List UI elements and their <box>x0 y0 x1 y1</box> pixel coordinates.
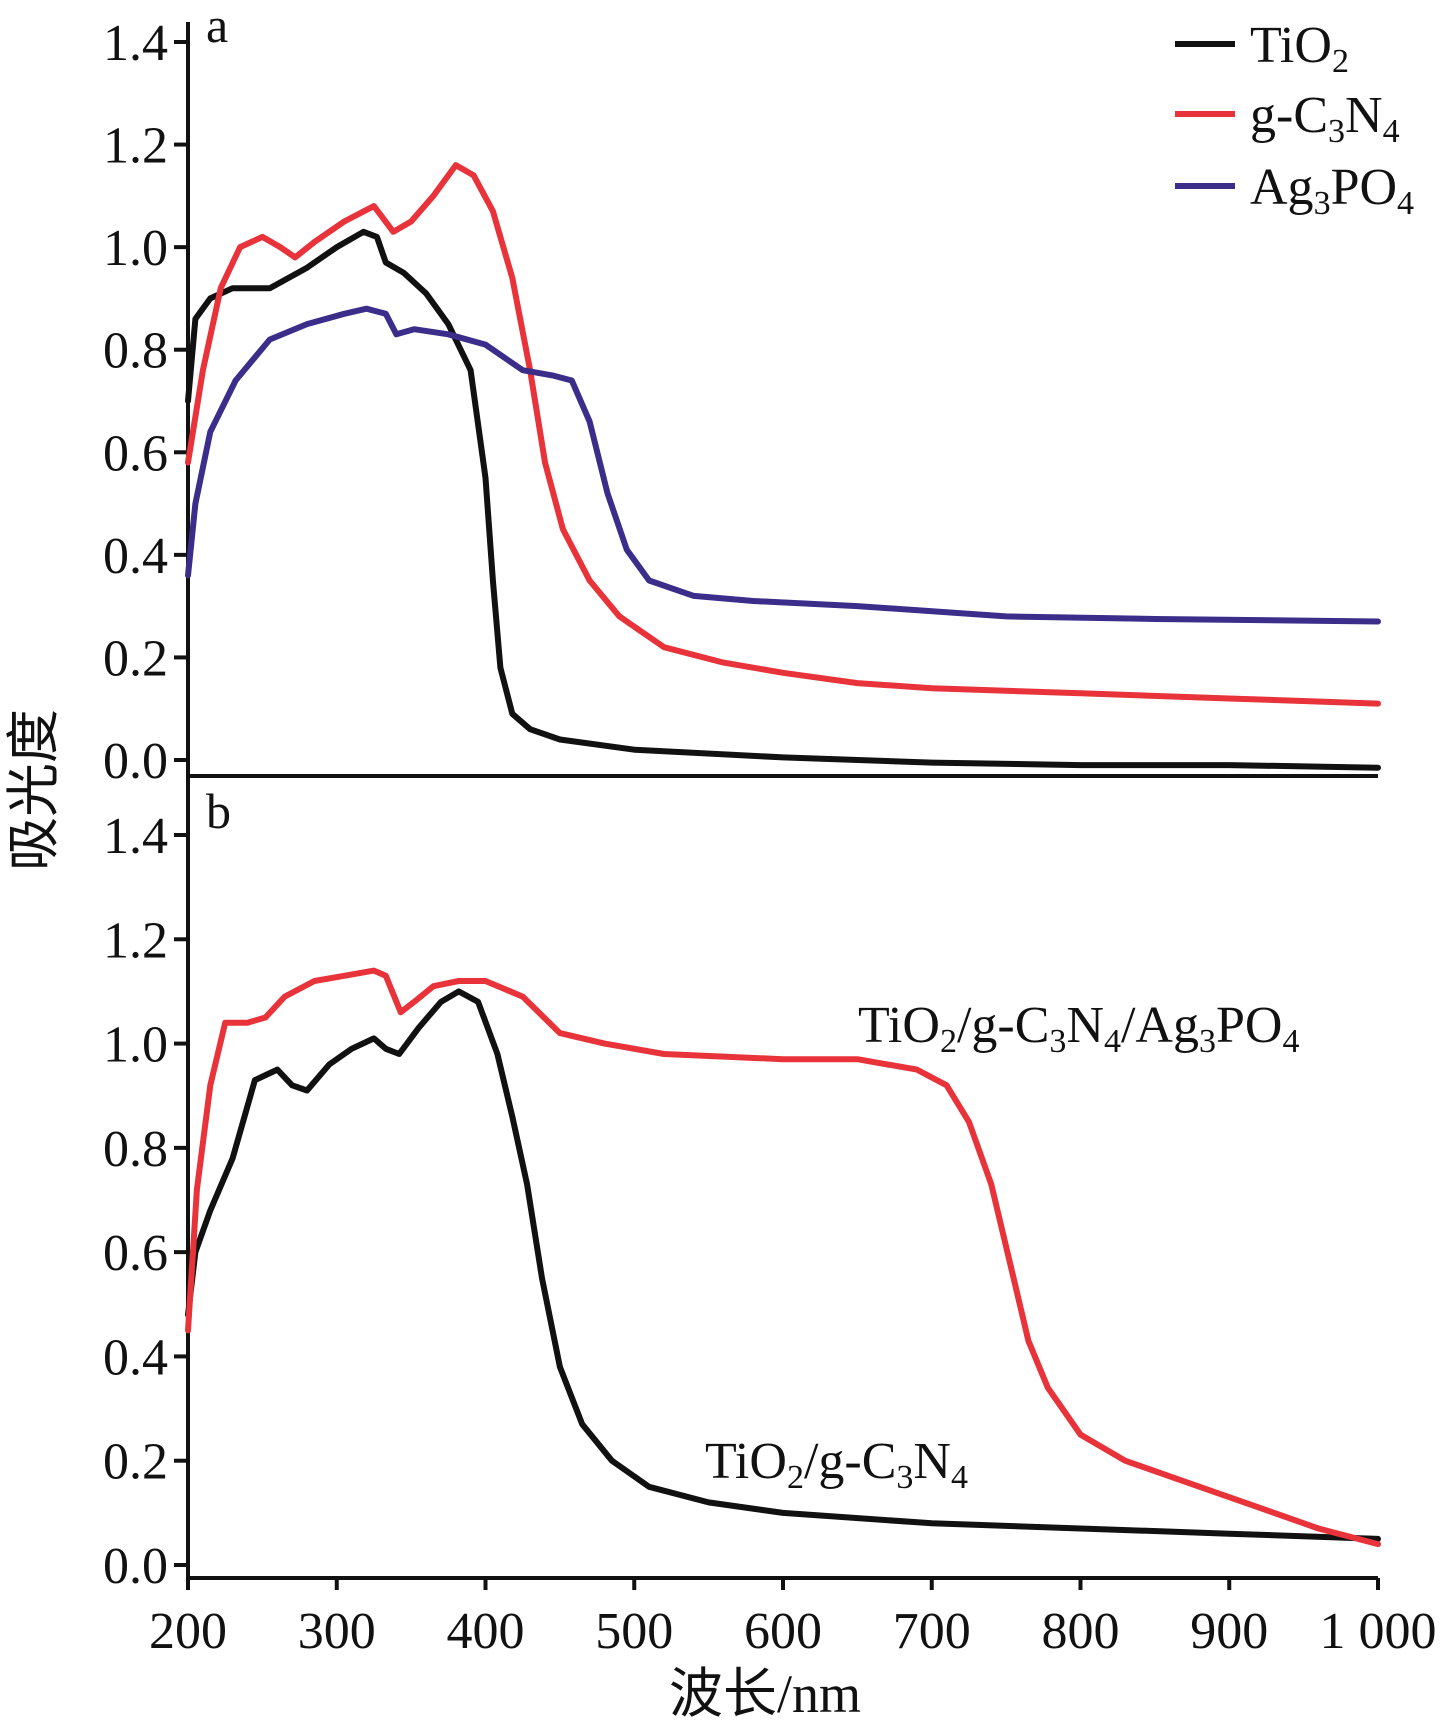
y-tick-label-b: 1.0 <box>103 1017 168 1074</box>
annotation-binary: TiO2/g-C3N4 <box>705 1433 968 1496</box>
x-tick-label: 300 <box>298 1603 376 1660</box>
x-tick-label: 500 <box>595 1603 673 1660</box>
y-tick-label-a: 1.0 <box>103 220 168 277</box>
series-line-tio2 <box>185 228 1381 771</box>
panel-b: 0.0 0.2 0.4 0.6 0.8 1.0 1.2 1.4 200 300 400 500 600 7… <box>103 776 1437 1660</box>
panel-a: 0.0 0.2 0.4 0.6 0.8 1.0 1.2 1.4 a <box>103 0 1381 790</box>
y-tick-label-b: 1.2 <box>103 912 168 969</box>
y-tick-label-a: 1.4 <box>103 15 168 72</box>
y-tick-label-a: 0.8 <box>103 323 168 380</box>
legend-label-gc3n4: g-C3N4 <box>1250 87 1400 150</box>
y-tick-label-a: 1.2 <box>103 118 168 175</box>
y-tick-label-a: 0.4 <box>103 528 168 585</box>
x-tick-label: 800 <box>1042 1603 1120 1660</box>
legend-label-tio2: TiO2 <box>1250 17 1349 80</box>
y-tick-label-b: 0.6 <box>103 1225 168 1282</box>
legend-label-ag3po4: Ag3PO4 <box>1250 159 1414 222</box>
y-tick-label-b: 1.4 <box>103 808 168 865</box>
x-tick-label: 400 <box>447 1603 525 1660</box>
x-tick-label: 200 <box>149 1603 227 1660</box>
y-tick-label-b: 0.0 <box>103 1538 168 1595</box>
y-axis-title: 吸光度 <box>4 709 64 871</box>
y-tick-label-b: 0.8 <box>103 1121 168 1178</box>
panel-label-b: b <box>206 783 231 839</box>
x-tick-label: 900 <box>1190 1603 1268 1660</box>
series-line-tio2-g-c3n4-ag3po4 <box>185 967 1381 1548</box>
panel-label-a: a <box>206 0 228 53</box>
legend: TiO2 g-C3N4 Ag3PO4 <box>1175 17 1414 222</box>
x-tick-label: 600 <box>744 1603 822 1660</box>
y-tick-label-b: 0.4 <box>103 1329 168 1386</box>
series-line-g-c3n4 <box>185 162 1381 707</box>
y-tick-label-a: 0.6 <box>103 425 168 482</box>
series-line-tio2-g-c3n4 <box>185 988 1381 1542</box>
x-axis-title: 波长/nm <box>669 1664 861 1724</box>
y-tick-label-a: 0.0 <box>103 733 168 790</box>
x-tick-label: 1 000 <box>1320 1603 1437 1660</box>
x-tick-label: 700 <box>893 1603 971 1660</box>
series-line-ag3po4 <box>185 305 1381 625</box>
annotation-ternary: TiO2/g-C3N4/Ag3PO4 <box>858 997 1299 1060</box>
y-tick-label-a: 0.2 <box>103 630 168 687</box>
y-tick-label-b: 0.2 <box>103 1434 168 1491</box>
